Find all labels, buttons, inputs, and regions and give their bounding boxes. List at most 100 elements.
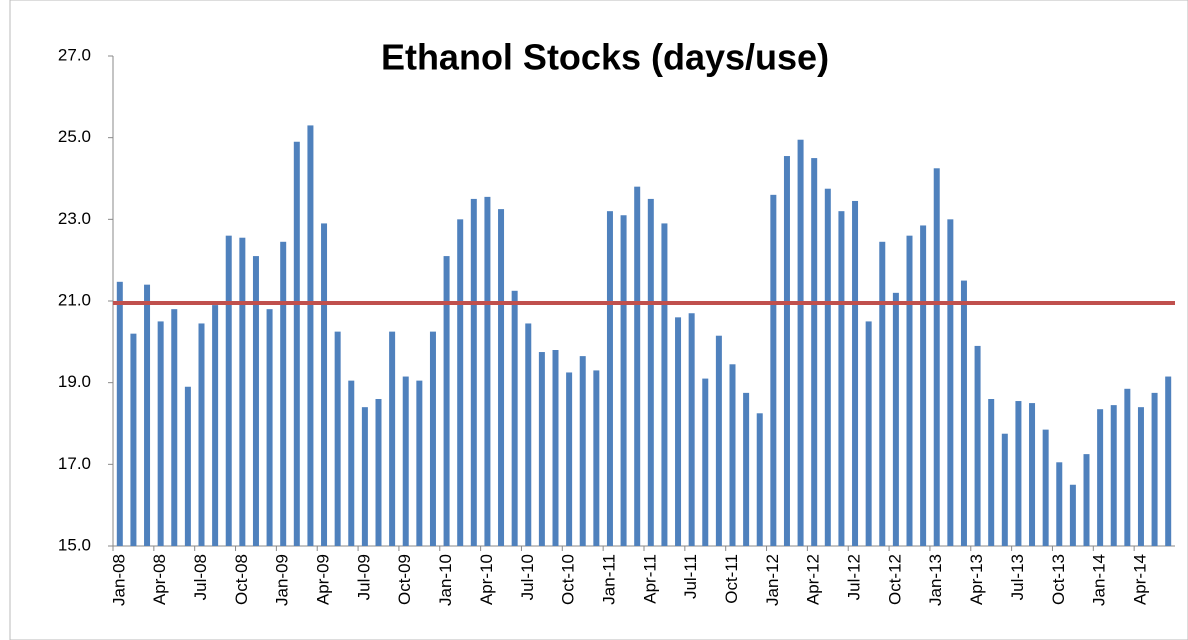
bar: [661, 223, 668, 546]
bar: [1083, 454, 1090, 546]
bar: [402, 376, 409, 546]
x-tick-label: Jan-10: [436, 554, 455, 606]
bar: [892, 292, 899, 546]
bar: [443, 256, 450, 546]
bar: [797, 139, 804, 547]
bar: [280, 241, 287, 546]
x-tick-label: Jan-11: [599, 554, 618, 605]
bar: [239, 237, 246, 547]
bar: [606, 211, 613, 546]
bar: [715, 335, 722, 546]
y-tick-label: 25.0: [58, 127, 91, 146]
x-tick-label: Jan-09: [273, 554, 292, 606]
bar: [389, 331, 396, 546]
x-tick-label: Jul-13: [1008, 554, 1027, 600]
bar: [579, 356, 586, 546]
chart-title: Ethanol Stocks (days/use): [381, 37, 829, 78]
x-tick-label: Jan-13: [926, 554, 945, 606]
bar: [484, 196, 491, 546]
bar: [1001, 433, 1008, 546]
x-tick-label: Apr-09: [314, 554, 333, 605]
y-tick-label: 17.0: [58, 454, 91, 473]
x-tick-label: Apr-13: [967, 554, 986, 605]
bar: [470, 198, 477, 546]
x-tick-label: Apr-14: [1130, 554, 1149, 605]
x-tick-label: Oct-13: [1049, 554, 1068, 605]
bar: [1056, 462, 1063, 546]
bar: [743, 392, 750, 546]
bar: [184, 386, 191, 546]
bar: [824, 188, 831, 547]
bar: [361, 407, 368, 546]
x-tick-label: Jul-09: [354, 554, 373, 600]
bar: [157, 321, 164, 546]
bar: [198, 323, 205, 546]
bar: [1124, 388, 1131, 546]
bar: [974, 345, 981, 546]
bar: [225, 235, 232, 546]
bar: [729, 364, 736, 546]
x-tick-label: Apr-08: [150, 554, 169, 605]
bar: [416, 380, 423, 546]
y-tick-label: 27.0: [58, 45, 91, 64]
bar: [865, 321, 872, 546]
bar: [688, 313, 695, 546]
bar: [1110, 405, 1117, 546]
x-tick-label: Oct-11: [722, 554, 741, 604]
bar: [144, 284, 151, 546]
bar: [212, 305, 219, 546]
bar: [130, 333, 137, 546]
bar: [988, 399, 995, 546]
bar: [879, 241, 886, 546]
bar: [1015, 401, 1022, 546]
bar: [620, 215, 627, 546]
bar: [947, 219, 954, 547]
bar: [566, 372, 573, 546]
bar: [1029, 403, 1036, 546]
bar: [634, 186, 641, 546]
bar: [1069, 484, 1076, 546]
bar: [675, 317, 682, 546]
x-tick-label: Oct-09: [395, 554, 414, 605]
bar: [920, 225, 927, 547]
bar: [1151, 392, 1158, 546]
x-tick-label: Jan-08: [109, 554, 128, 606]
bar: [1097, 409, 1104, 546]
y-tick-label: 21.0: [58, 290, 91, 309]
bar: [756, 413, 763, 546]
bar: [770, 194, 777, 547]
bar: [525, 323, 532, 546]
x-tick-label: Jul-12: [845, 554, 864, 600]
bar: [375, 399, 382, 546]
y-tick-label: 23.0: [58, 209, 91, 228]
bar: [307, 125, 314, 547]
bar: [702, 378, 709, 546]
bar: [457, 219, 464, 547]
bar: [538, 352, 545, 546]
bar: [552, 350, 559, 546]
bar: [1042, 429, 1049, 546]
x-tick-label: Apr-12: [804, 554, 823, 605]
bar: [933, 168, 940, 546]
bar: [429, 331, 436, 546]
bar: [647, 198, 654, 546]
bar: [783, 156, 790, 546]
y-tick-label: 19.0: [58, 372, 91, 391]
x-tick-label: Jul-10: [518, 554, 537, 600]
bar: [252, 256, 259, 546]
bar: [116, 281, 123, 546]
x-tick-label: Apr-10: [477, 554, 496, 605]
x-tick-label: Apr-11: [640, 554, 659, 604]
bar: [334, 331, 341, 546]
x-tick-label: Jul-08: [191, 554, 210, 600]
y-tick-label: 15.0: [58, 535, 91, 554]
bar: [906, 235, 913, 546]
bar: [321, 223, 328, 546]
bar: [960, 280, 967, 546]
x-tick-label: Oct-12: [885, 554, 904, 605]
x-tick-label: Oct-08: [232, 554, 251, 605]
x-tick-label: Jul-11: [681, 554, 700, 599]
bar: [348, 380, 355, 546]
bar: [1165, 376, 1172, 546]
